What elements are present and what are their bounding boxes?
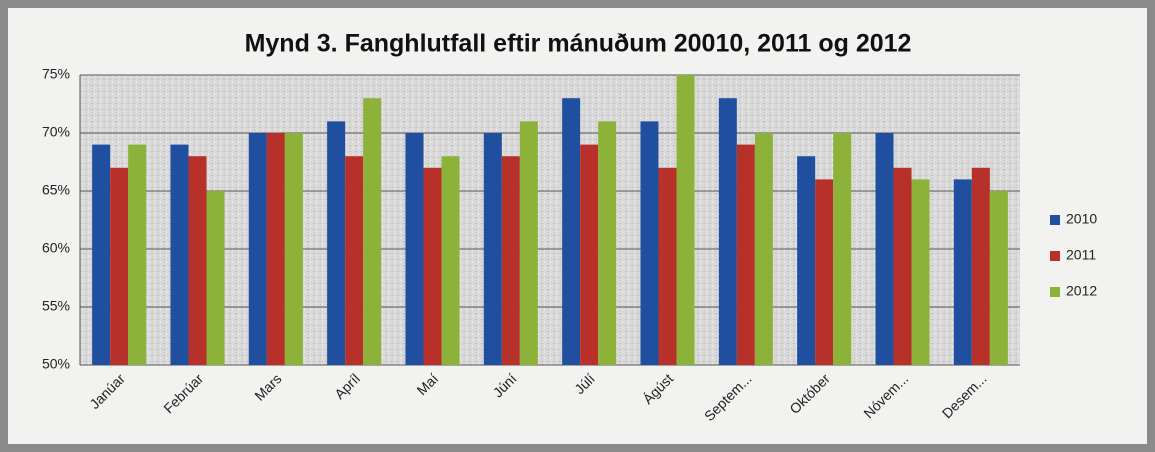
bar — [815, 179, 834, 365]
legend-label: 2012 — [1066, 283, 1097, 299]
bar — [206, 191, 225, 365]
y-tick-label: 50% — [42, 356, 70, 372]
bar — [754, 133, 773, 365]
bar — [405, 133, 424, 365]
bar — [580, 144, 599, 365]
bar — [562, 98, 581, 365]
chart-title: Mynd 3. Fanghlutfall eftir mánuðum 20010… — [245, 30, 912, 58]
bar — [128, 144, 147, 365]
bar — [718, 98, 737, 365]
bar — [797, 156, 816, 365]
bar — [363, 98, 382, 365]
bar — [640, 121, 659, 366]
legend-label: 2010 — [1066, 211, 1097, 227]
bar — [598, 121, 617, 366]
y-tick-label: 75% — [42, 66, 70, 82]
bar — [833, 133, 852, 365]
bar — [875, 133, 894, 365]
bar — [92, 144, 111, 365]
y-tick-label: 65% — [42, 182, 70, 198]
bar — [501, 156, 520, 365]
bar — [483, 133, 502, 365]
bar — [441, 156, 460, 365]
bar — [188, 156, 207, 365]
bar — [971, 167, 990, 365]
bar — [893, 167, 912, 365]
legend-swatch — [1050, 287, 1060, 297]
legend-swatch — [1050, 215, 1060, 225]
bar — [736, 144, 755, 365]
bar — [248, 133, 267, 365]
bar — [658, 167, 677, 365]
bar — [953, 179, 972, 365]
bar — [519, 121, 538, 366]
bar — [110, 167, 129, 365]
y-tick-label: 70% — [42, 124, 70, 140]
legend-swatch — [1050, 251, 1060, 261]
bar — [266, 133, 285, 365]
y-tick-label: 55% — [42, 298, 70, 314]
bar — [676, 75, 695, 365]
plot-area — [80, 75, 1020, 365]
bar — [989, 191, 1008, 365]
y-tick-label: 60% — [42, 240, 70, 256]
bar — [170, 144, 189, 365]
bar — [911, 179, 930, 365]
bar — [327, 121, 346, 366]
legend-label: 2011 — [1066, 247, 1096, 263]
bar — [345, 156, 364, 365]
bar — [423, 167, 442, 365]
bar — [284, 133, 303, 365]
